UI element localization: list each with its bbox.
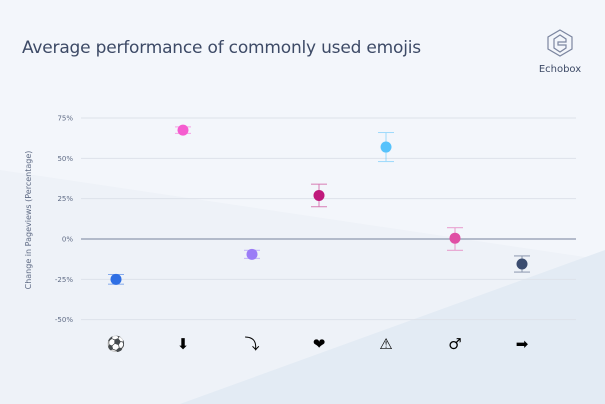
right-arrow-button-icon: ➡ <box>516 335 529 353</box>
data-point <box>380 141 392 153</box>
y-tick-label: 75% <box>57 115 73 123</box>
echobox-logo-icon <box>547 29 573 57</box>
down-arrow-button-icon: ⬇ <box>177 335 190 353</box>
data-point <box>449 232 461 244</box>
echobox-logo: Echobox <box>535 28 585 75</box>
y-tick-label: 25% <box>57 195 73 203</box>
soccer-ball-icon: ⚽ <box>106 335 126 353</box>
logo-text: Echobox <box>538 64 582 75</box>
red-heart-icon: ❤ <box>313 335 326 353</box>
data-point <box>110 273 122 285</box>
y-axis-label: Change in Pageviews (Percentage) <box>24 151 33 290</box>
data-point <box>313 189 325 201</box>
male-sign-icon: ♂ <box>448 335 461 353</box>
curved-down-arrow-icon: ⤵ <box>244 335 259 353</box>
warning-icon: ⚠ <box>379 335 392 353</box>
data-point <box>246 248 258 260</box>
data-point <box>177 124 189 136</box>
y-tick-label: 50% <box>57 155 73 163</box>
y-tick-label: 0% <box>62 236 73 244</box>
y-tick-label: -25% <box>55 276 73 284</box>
y-tick-label: -50% <box>55 316 73 324</box>
chart-title: Average performance of commonly used emo… <box>22 38 421 58</box>
data-point <box>516 258 528 270</box>
